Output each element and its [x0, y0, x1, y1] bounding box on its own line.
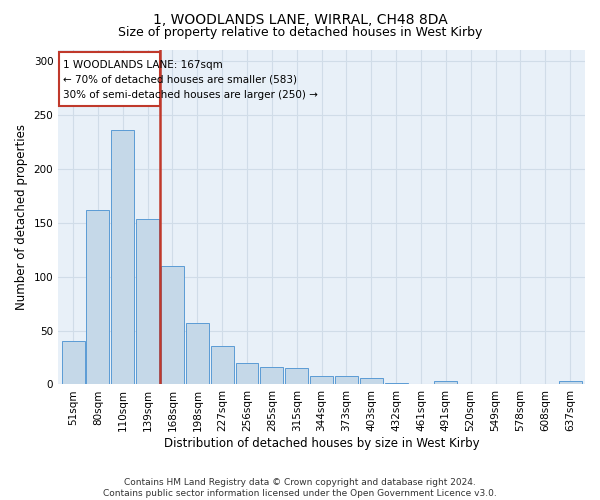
- Bar: [86, 210, 109, 384]
- Bar: [59, 52, 160, 106]
- X-axis label: Distribution of detached houses by size in West Kirby: Distribution of detached houses by size …: [164, 437, 479, 450]
- Bar: [236, 363, 259, 384]
- Bar: [434, 381, 457, 384]
- Bar: [211, 346, 233, 385]
- Bar: [286, 368, 308, 384]
- Bar: [112, 130, 134, 384]
- Bar: [260, 367, 283, 384]
- Text: Size of property relative to detached houses in West Kirby: Size of property relative to detached ho…: [118, 26, 482, 39]
- Text: ← 70% of detached houses are smaller (583): ← 70% of detached houses are smaller (58…: [63, 75, 297, 85]
- Bar: [136, 220, 159, 384]
- Y-axis label: Number of detached properties: Number of detached properties: [15, 124, 28, 310]
- Text: 30% of semi-detached houses are larger (250) →: 30% of semi-detached houses are larger (…: [63, 90, 318, 100]
- Bar: [161, 266, 184, 384]
- Bar: [186, 323, 209, 384]
- Bar: [335, 376, 358, 384]
- Bar: [62, 342, 85, 384]
- Text: Contains HM Land Registry data © Crown copyright and database right 2024.
Contai: Contains HM Land Registry data © Crown c…: [103, 478, 497, 498]
- Text: 1, WOODLANDS LANE, WIRRAL, CH48 8DA: 1, WOODLANDS LANE, WIRRAL, CH48 8DA: [152, 12, 448, 26]
- Bar: [559, 381, 581, 384]
- Bar: [360, 378, 383, 384]
- Text: 1 WOODLANDS LANE: 167sqm: 1 WOODLANDS LANE: 167sqm: [63, 60, 223, 70]
- Bar: [310, 376, 333, 384]
